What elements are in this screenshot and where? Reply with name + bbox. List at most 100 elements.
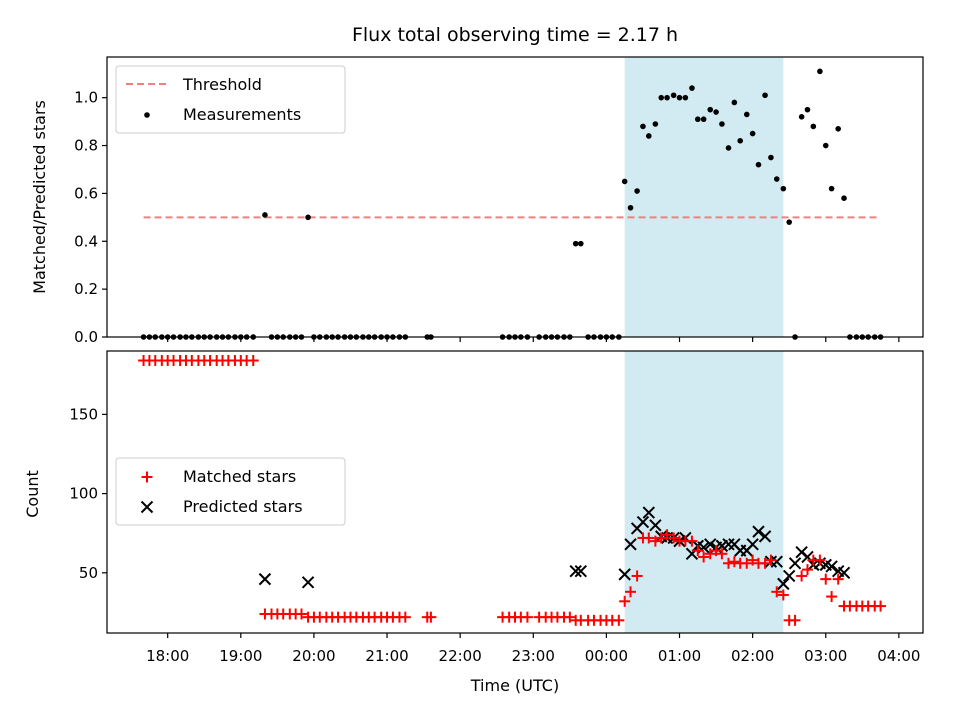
matched-star-point [613, 614, 625, 626]
measurement-point [664, 94, 670, 101]
measurement-point [621, 178, 628, 185]
measurement-point [755, 161, 762, 168]
bottom-x-ticks: 18:00 19:00 20:00 21:00 22:00 23:00 00:00 01:00… [146, 633, 920, 665]
predicted-star-point [770, 555, 783, 568]
measurement-point [305, 214, 311, 221]
top-panel: 0.0 0.2 0.4 0.6 0.8 1.0 Matched/Predicted sta… [30, 56, 924, 346]
matched-star-point [765, 554, 777, 566]
matched-star-point [728, 556, 740, 568]
measurement-point [572, 240, 579, 247]
matched-star-point [521, 611, 533, 623]
measurement-point [707, 106, 714, 113]
measurement-point [804, 106, 811, 113]
legend-predicted-label: Predicted stars [183, 497, 303, 516]
x-tick-label: 18:00 [146, 647, 189, 665]
measurement-point [841, 195, 847, 201]
predicted-star-point [788, 557, 802, 570]
x-tick-label: 00:00 [585, 647, 628, 665]
measurement-point [828, 185, 835, 192]
x-tick-label: 21:00 [365, 647, 408, 665]
top-legend-box [115, 65, 346, 134]
matched-star-point [814, 554, 826, 566]
matched-star-point [668, 532, 680, 544]
predicted-star-point [837, 566, 851, 580]
matched-star-point [247, 355, 259, 367]
matched-star-point [643, 532, 655, 544]
measurement-point [646, 133, 652, 139]
matched-star-point [741, 557, 753, 569]
chart-title: Flux total observing time = 2.17 h [352, 24, 678, 46]
matched-star-point [698, 551, 710, 563]
legend-measurements-label: Measurements [183, 105, 301, 124]
measurement-point [737, 137, 744, 144]
measurement-point [627, 204, 634, 211]
x-tick-label: 01:00 [658, 647, 701, 665]
top-y-axis-label: Matched/Predicted stars [30, 100, 49, 294]
measurement-point [835, 125, 841, 132]
measurement-point [780, 185, 787, 192]
measurement-point [762, 92, 768, 99]
legend-matched-marker [141, 471, 153, 483]
predicted-star-point [746, 538, 759, 551]
measurement-point [768, 154, 774, 161]
top-axes-frame [106, 56, 924, 338]
matched-star-point [295, 608, 307, 620]
matched-star-point [801, 564, 813, 576]
measurement-point [578, 240, 584, 247]
y-tick-label: 0.4 [74, 232, 98, 250]
measurement-point [773, 176, 780, 182]
predicted-star-point [782, 569, 796, 583]
matched-star-point [796, 570, 808, 582]
bottom-panel: 50 100 150 18:00 19:00 20:00 21:00 22:00 23:00 0… [23, 350, 924, 695]
top-legend: Threshold Measurements [115, 65, 346, 134]
y-tick-label: 0.8 [74, 137, 98, 155]
measurement-point [817, 68, 823, 75]
measurement-points [140, 68, 884, 340]
bottom-y-axis-label: Count [23, 470, 42, 518]
measurement-point [676, 94, 683, 101]
measurement-point [652, 121, 659, 127]
top-y-ticks: 0.0 0.2 0.4 0.6 0.8 1.0 [74, 89, 107, 346]
bottom-legend-box [115, 457, 346, 526]
matched-star-point [875, 600, 887, 612]
predicted-star-point [642, 506, 656, 519]
matched-star-point [716, 548, 728, 560]
y-tick-label: 1.0 [74, 89, 98, 107]
predicted-star-point [636, 515, 650, 529]
measurement-point [262, 212, 268, 218]
matched-star-point [425, 611, 437, 623]
matched-star-point [564, 611, 576, 623]
bottom-highlight-span [624, 351, 784, 633]
matched-star-point [692, 545, 704, 557]
y-tick-label: 100 [69, 485, 98, 503]
legend-threshold-label: Threshold [182, 75, 262, 94]
predicted-star-point [624, 538, 637, 551]
matched-star-point [704, 548, 716, 560]
legend-predicted-marker [140, 500, 154, 514]
predicted-star-point [777, 577, 790, 591]
x-axis-label: Time (UTC) [470, 676, 559, 695]
matched-star-point [399, 611, 411, 623]
matched-star-point [710, 545, 722, 557]
predicted-star-point [618, 568, 631, 581]
y-tick-label: 0.0 [74, 328, 98, 346]
matched-star-point [789, 614, 801, 626]
measurement-point [689, 85, 695, 91]
bottom-y-ticks: 50 100 150 [69, 405, 107, 582]
bottom-axes-frame [106, 350, 924, 634]
matched-star-point [832, 573, 844, 585]
measurement-point [670, 92, 677, 99]
measurement-point [700, 116, 707, 123]
measurement-point [713, 109, 719, 115]
measurement-point [658, 94, 665, 101]
x-tick-label: 19:00 [219, 647, 262, 665]
legend-measurements-swatch [144, 112, 150, 118]
x-tick-label: 20:00 [292, 647, 335, 665]
predicted-star-point [574, 565, 588, 578]
matched-star-point [777, 589, 789, 601]
predicted-star-point [752, 525, 765, 538]
matched-star-point [747, 554, 759, 566]
y-tick-label: 0.2 [74, 280, 98, 298]
predicted-star-point [704, 538, 717, 551]
